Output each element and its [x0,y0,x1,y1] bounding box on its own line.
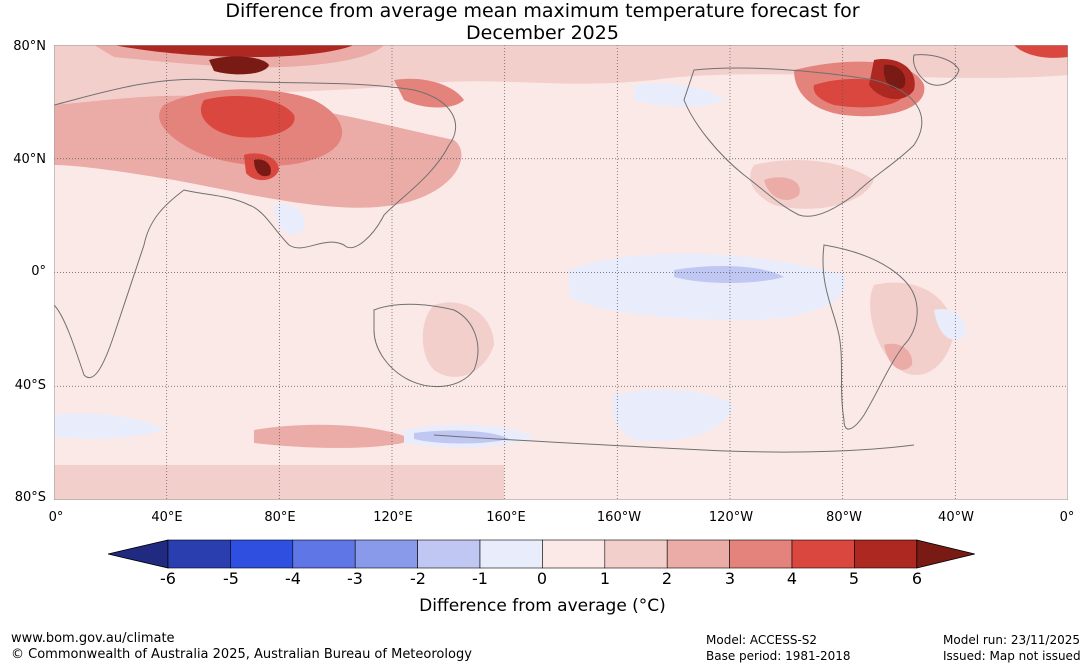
lon-label-160e: 160°E [486,510,526,525]
footer-model-run: Model run: 23/11/2025 [943,633,1081,647]
lon-label-40w: 40°W [938,510,974,525]
graticule [54,45,1068,500]
footer-copyright: © Commonwealth of Australia 2025, Austra… [11,647,472,662]
colorbar-tick: -4 [285,569,301,588]
colorbar-tick: 3 [724,569,736,588]
colorbar-cell [479,539,543,569]
colorbar-tick: -2 [410,569,426,588]
coastlines [54,54,960,453]
colorbar-cell [417,539,481,569]
lon-label-80w: 80°W [826,510,862,525]
colorbar-cell [292,539,356,569]
colorbar-cell [167,539,231,569]
colorbar-cell [604,539,668,569]
lat-label-80n: 80°N [13,39,46,54]
colorbar-cell [230,539,294,569]
map-title-line1: Difference from average mean maximum tem… [225,0,860,22]
colorbar-label: Difference from average (°C) [419,596,666,616]
colorbar-cell [542,539,606,569]
colorbar-tick: 4 [786,569,798,588]
colorbar-arrow-high [916,539,975,569]
colorbar-tick: 6 [911,569,923,588]
lat-label-80s: 80°S [14,490,46,505]
lon-label-80e: 80°E [264,510,296,525]
lon-label-160w: 160°W [596,510,642,525]
lon-label-120e: 120°E [373,510,413,525]
colorbar-tick: 1 [599,569,611,588]
anomaly-shading [54,45,1068,500]
colorbar-cell [791,539,855,569]
lon-label-0-east: 0° [1059,510,1075,525]
lon-label-0-west: 0° [48,510,64,525]
colorbar-tick: -5 [223,569,239,588]
colorbar-tick: -6 [160,569,176,588]
lat-label-0: 0° [31,264,46,279]
colorbar-tick: 5 [848,569,860,588]
lon-label-120w: 120°W [708,510,754,525]
lon-label-40e: 40°E [151,510,183,525]
colorbar-cell [354,539,418,569]
colorbar-tick: -1 [472,569,488,588]
lat-label-40s: 40°S [14,378,46,393]
colorbar-tick: -3 [347,569,363,588]
footer-url[interactable]: www.bom.gov.au/climate [11,631,175,646]
colorbar-cell [729,539,793,569]
lat-label-40n: 40°N [13,152,46,167]
colorbar [108,539,975,569]
footer-base-period: Base period: 1981-2018 [706,649,851,663]
footer-issued: Issued: Map not issued [943,649,1081,663]
colorbar-tick: 2 [661,569,673,588]
footer-model: Model: ACCESS-S2 [706,633,818,647]
colorbar-cell [666,539,730,569]
map-title-line2: December 2025 [466,22,619,44]
negative-anomaly-shading [54,83,967,448]
colorbar-cell [854,539,918,569]
temperature-anomaly-map [54,45,1068,500]
colorbar-arrow-low [108,539,169,569]
colorbar-tick: 0 [536,569,548,588]
